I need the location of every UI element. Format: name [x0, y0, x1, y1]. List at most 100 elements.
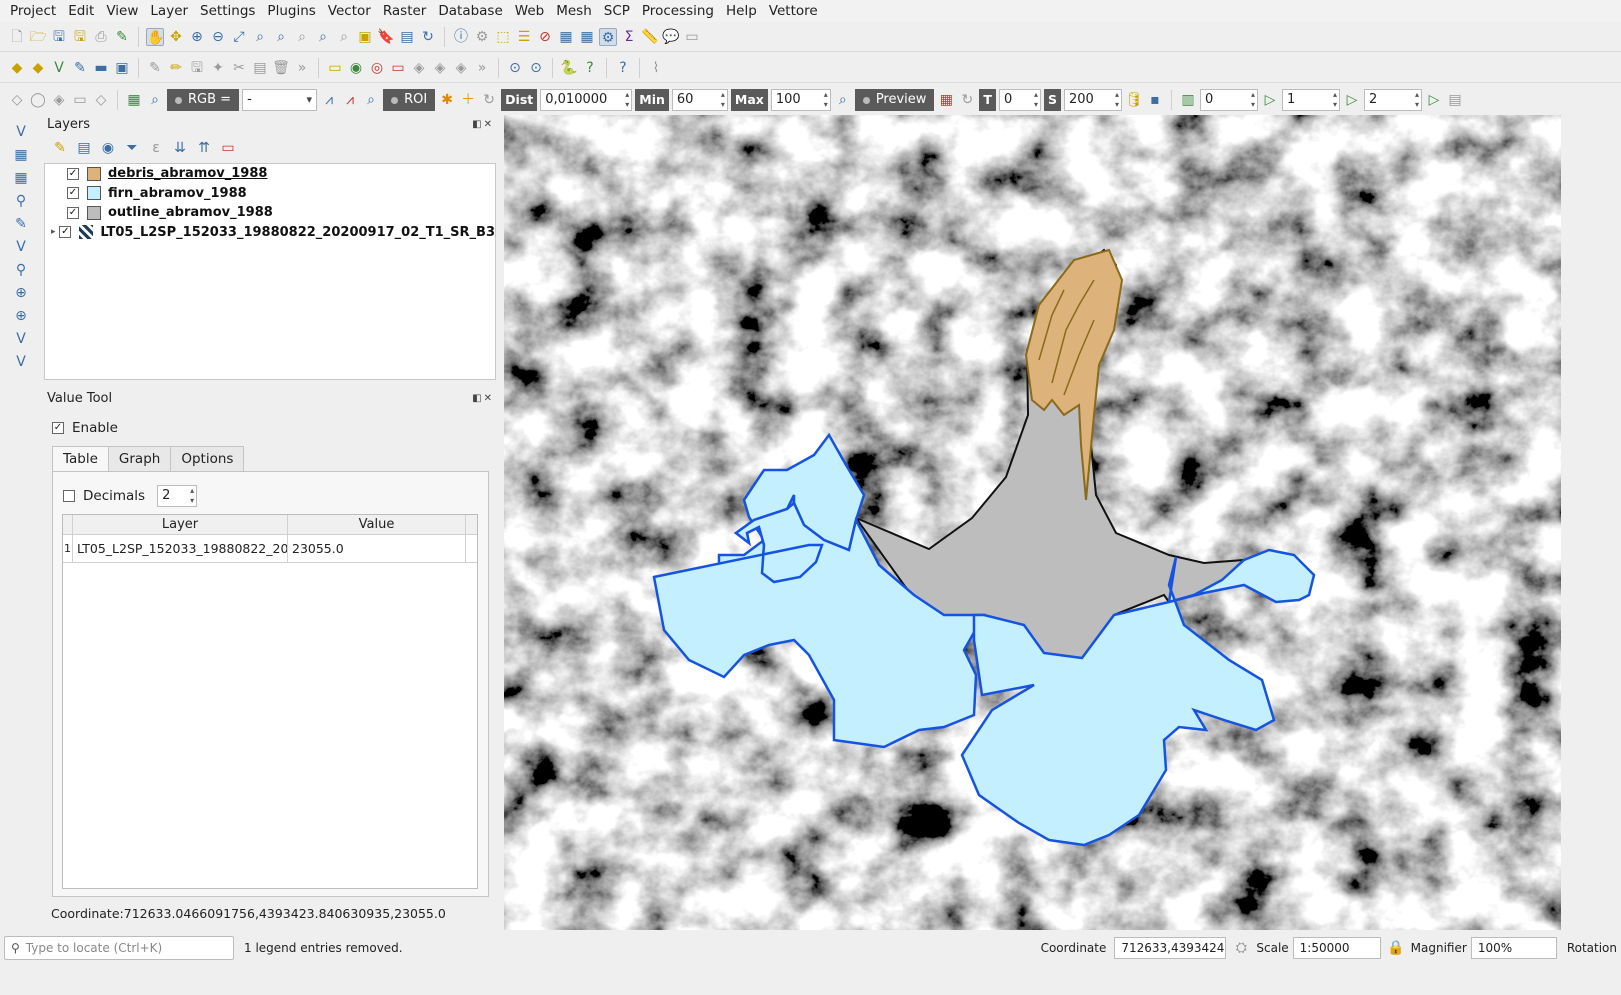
menu-processing[interactable]: Processing [641, 3, 714, 19]
firn-polygon-east[interactable] [960, 548, 1316, 847]
menu-vettore[interactable]: Vettore [768, 3, 818, 19]
layer-row-debris[interactable]: ✓ debris_abramov_1988 [45, 164, 495, 184]
debris-polygon[interactable] [1024, 248, 1124, 501]
panel-float-close-icon[interactable]: ◧✕ [472, 392, 494, 404]
add-spatialite-layer-icon[interactable]: ✎ [15, 216, 27, 232]
add-mesh-icon[interactable]: ▦ [14, 170, 28, 186]
menu-plugins[interactable]: Plugins [267, 3, 316, 19]
roi-pointer-icon[interactable]: ✱ [441, 92, 454, 108]
help-icon[interactable]: ? [619, 59, 627, 76]
zoom-preview-icon[interactable]: ⌕ [838, 92, 847, 108]
vertex-tool-icon[interactable]: ✂ [233, 59, 245, 76]
zoom-in-icon[interactable]: ⊕ [191, 28, 203, 45]
map-svg[interactable] [504, 115, 1561, 930]
save-as-icon[interactable]: 🖫 [74, 28, 86, 45]
remove-temp-files-icon[interactable]: 🛢 [1125, 92, 1143, 108]
enable-checkbox[interactable]: ✓ [52, 422, 64, 434]
locator-search-field[interactable]: ⚲ Type to locate (Ctrl+K) [4, 936, 234, 960]
rgb-select[interactable]: - [242, 89, 318, 111]
modify-attributes-icon[interactable]: ▤ [253, 59, 267, 76]
zoom-roi-icon[interactable]: ⌕ [367, 92, 375, 108]
add-delimited-text-icon[interactable]: V [54, 59, 64, 76]
tab-table[interactable]: Table [52, 446, 109, 472]
pan-to-selection-icon[interactable]: ✥ [170, 28, 182, 45]
filter-expression-icon[interactable]: ε [152, 140, 160, 156]
menu-layer[interactable]: Layer [150, 3, 189, 19]
add-spatialite-icon[interactable]: ▣ [115, 59, 129, 76]
layer-visibility-checkbox[interactable]: ✓ [67, 167, 79, 180]
add-raster-icon[interactable]: ▦ [14, 147, 28, 163]
coordinate-field[interactable]: 712633,4393424 [1114, 937, 1227, 959]
layer-visibility-checkbox[interactable]: ✓ [59, 226, 72, 239]
add-vector-icon[interactable]: V [16, 124, 26, 140]
text-annotation-icon[interactable]: ▭ [685, 28, 699, 45]
label-show-hide-icon[interactable]: ▭ [391, 59, 405, 76]
more-tools-icon[interactable]: » [297, 59, 307, 76]
band-set-icon[interactable]: ▥ [1181, 92, 1195, 108]
layer-row-firn[interactable]: ✓ firn_abramov_1988 [45, 184, 495, 204]
decimals-spinbox[interactable]: 2 [157, 485, 198, 507]
band-r-spinbox[interactable]: 0 [1199, 89, 1258, 111]
open-project-icon[interactable]: 🗁 [29, 28, 47, 45]
add-raster-layer-icon[interactable]: ◆ [32, 59, 44, 76]
menu-raster[interactable]: Raster [382, 3, 427, 19]
new-bookmark-icon[interactable]: 🔖 [377, 28, 395, 45]
band-b-spinbox[interactable]: 2 [1363, 89, 1422, 111]
show-bookmarks-icon[interactable]: ▤ [400, 28, 414, 45]
label-rotate-icon[interactable]: ◈ [434, 59, 446, 76]
column-header-value[interactable]: Value [288, 515, 466, 534]
roi-add-icon[interactable]: ＋ [461, 92, 476, 108]
firn-polygon-main[interactable] [652, 500, 987, 749]
menu-vector[interactable]: Vector [327, 3, 371, 19]
map-canvas[interactable] [504, 115, 1561, 930]
digitize-reg-icon[interactable]: ◇ [95, 92, 107, 108]
digitize-circle-icon[interactable]: ◯ [30, 92, 46, 108]
python-console-icon[interactable]: 🐍 [560, 59, 578, 76]
save-project-icon[interactable]: 🖫 [53, 28, 65, 45]
expand-arrow-icon[interactable]: ▸ [51, 227, 56, 238]
column-header-layer[interactable]: Layer [73, 515, 288, 534]
band-g-spinbox[interactable]: 1 [1281, 89, 1340, 111]
digitize-polygon-icon[interactable]: ◇ [11, 92, 23, 108]
print-layout-icon[interactable]: ⎙ [95, 28, 107, 45]
std-dev-stretch-icon[interactable]: ⩘ [346, 92, 355, 108]
decimals-checkbox[interactable] [63, 490, 75, 502]
zoom-out-icon[interactable]: ⊖ [212, 28, 224, 45]
roi-redo-icon[interactable]: ↻ [483, 92, 496, 108]
zoom-last-icon[interactable]: ⌕ [319, 28, 327, 45]
add-delimited-icon[interactable]: ⚲ [15, 193, 27, 209]
add-wms-layer-icon[interactable]: ⚲ [15, 262, 27, 278]
attribute-table-icon[interactable]: ▦ [559, 28, 573, 45]
profile-tool-icon[interactable]: ⌇ [652, 59, 660, 76]
digitize-rect-icon[interactable]: ▭ [73, 92, 87, 108]
label-highlight-icon[interactable]: ◎ [370, 59, 384, 76]
menu-settings[interactable]: Settings [200, 3, 256, 19]
toggle-extents-icon[interactable]: ⛭ [1235, 940, 1247, 956]
statistics-sum-icon[interactable]: Σ [624, 28, 634, 45]
map-tips-icon[interactable]: 💬 [662, 28, 680, 45]
menu-scp[interactable]: SCP [603, 3, 630, 19]
processing-toolbox-icon[interactable]: ⚙ [599, 27, 617, 46]
lock-scale-icon[interactable]: 🔒 [1386, 940, 1405, 956]
label-tool-icon[interactable]: ▭ [328, 59, 342, 76]
band-b-apply-icon[interactable]: ▷ [1428, 92, 1440, 108]
s-spinbox[interactable]: 200 [1063, 89, 1122, 111]
refresh-icon[interactable]: ↻ [422, 28, 434, 45]
layer-row-raster[interactable]: ▸ ✓ LT05_L2SP_152033_19880822_20200917_0… [45, 223, 495, 243]
add-wcs-layer-icon[interactable]: ⊕ [15, 308, 27, 324]
save-edits-icon[interactable]: 🖫 [191, 59, 203, 76]
toggle-editing-icon[interactable]: ✏ [170, 59, 182, 76]
kml-icon[interactable]: ▪ [1150, 92, 1160, 108]
label-change-icon[interactable]: ◈ [455, 59, 467, 76]
style-manager-icon[interactable]: ✎ [116, 28, 128, 45]
field-calculator-icon[interactable]: ▦ [580, 28, 594, 45]
zoom-selection-icon[interactable]: ⌕ [256, 28, 264, 45]
add-virtual-layer-icon[interactable]: V [16, 239, 26, 255]
tab-graph[interactable]: Graph [107, 446, 172, 472]
local-cumulative-stretch-icon[interactable]: ⩘ [325, 92, 334, 108]
remove-layer-icon[interactable]: ▭ [221, 140, 235, 156]
zoom-full-icon[interactable]: ⤢ [233, 28, 245, 45]
layer-visibility-checkbox[interactable]: ✓ [67, 206, 79, 219]
table-row[interactable]: 1 LT05_L2SP_152033_19880822_20... 23055.… [63, 535, 477, 563]
layer-visibility-checkbox[interactable]: ✓ [67, 187, 79, 200]
